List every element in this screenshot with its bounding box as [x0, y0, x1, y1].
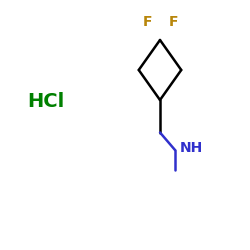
Text: F: F — [169, 16, 178, 30]
Text: F: F — [143, 16, 152, 30]
Text: HCl: HCl — [28, 92, 65, 111]
Text: NH: NH — [180, 141, 203, 155]
